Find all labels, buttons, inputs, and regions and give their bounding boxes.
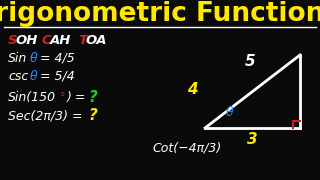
Text: Sec(2π/3) =: Sec(2π/3) = — [8, 109, 83, 123]
Text: Sin(150: Sin(150 — [8, 91, 56, 104]
Text: ) =: ) = — [67, 91, 86, 104]
Text: = 4/5: = 4/5 — [40, 51, 75, 64]
Text: C: C — [42, 33, 52, 46]
Text: = 5/4: = 5/4 — [40, 69, 75, 82]
Text: S: S — [8, 33, 18, 46]
Text: Trigonometric Functions: Trigonometric Functions — [0, 1, 320, 27]
Text: °: ° — [60, 92, 66, 102]
Text: AH: AH — [50, 33, 71, 46]
Text: θ: θ — [30, 51, 38, 64]
Text: ?: ? — [88, 109, 97, 123]
Text: 5: 5 — [245, 55, 255, 69]
Text: Cot(−4π/3): Cot(−4π/3) — [152, 141, 221, 154]
Text: csc: csc — [8, 69, 28, 82]
Text: 4: 4 — [187, 82, 197, 98]
Text: 3: 3 — [247, 132, 257, 147]
Text: θ: θ — [30, 69, 38, 82]
Text: ?: ? — [88, 89, 97, 105]
Text: T: T — [78, 33, 87, 46]
Text: OH: OH — [16, 33, 38, 46]
Text: OA: OA — [86, 33, 108, 46]
Text: θ: θ — [226, 105, 234, 118]
Text: Sin: Sin — [8, 51, 27, 64]
